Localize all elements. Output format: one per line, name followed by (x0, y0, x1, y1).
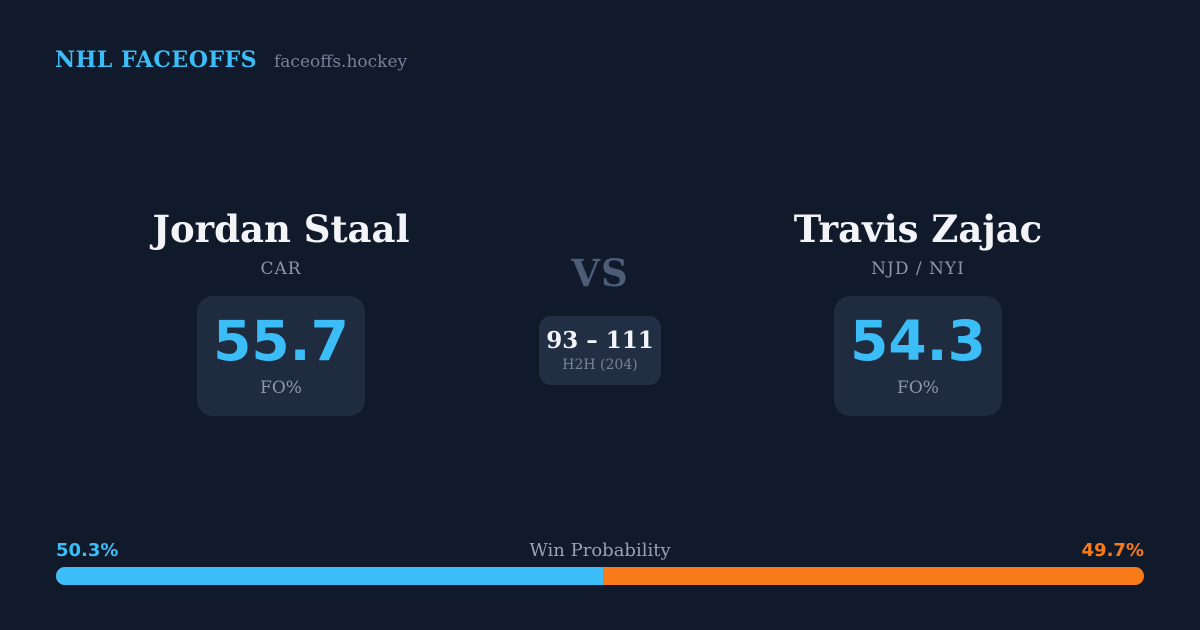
h2h-label: H2H (204) (562, 356, 638, 373)
player-right-stat-label: FO% (897, 377, 939, 398)
player-left-fo-pct: 55.7 (213, 308, 349, 373)
win-probability-labels: 50.3% Win Probability 49.7% (56, 540, 1144, 561)
header: NHL FACEOFFS faceoffs.hockey (55, 47, 407, 73)
player-right-block: Travis Zajac NJD / NYI 54.3 FO% (733, 209, 1103, 416)
player-left-stat-label: FO% (260, 377, 302, 398)
player-right-fo-pct: 54.3 (850, 308, 986, 373)
h2h-card: 93 – 111 H2H (204) (539, 316, 661, 385)
vs-label: VS (571, 251, 629, 295)
brand-domain: faceoffs.hockey (274, 52, 408, 72)
win-probability-title: Win Probability (529, 540, 671, 561)
player-left-team: CAR (260, 258, 302, 279)
vs-block: VS 93 – 111 H2H (204) (490, 251, 710, 385)
player-right-team: NJD / NYI (871, 258, 965, 279)
h2h-score: 93 – 111 (546, 327, 654, 355)
brand-title: NHL FACEOFFS (55, 47, 257, 73)
player-left-stat-card: 55.7 FO% (197, 295, 365, 416)
player-right-stat-card: 54.3 FO% (834, 295, 1002, 416)
win-bar-fill (56, 567, 604, 585)
win-probability-bar (56, 567, 1144, 585)
player-left-name: Jordan Staal (152, 207, 410, 251)
player-right-name: Travis Zajac (793, 207, 1043, 251)
win-probability-left-pct: 50.3% (56, 540, 119, 561)
player-left-block: Jordan Staal CAR 55.7 FO% (96, 209, 466, 416)
win-probability-right-pct: 49.7% (1081, 540, 1144, 561)
